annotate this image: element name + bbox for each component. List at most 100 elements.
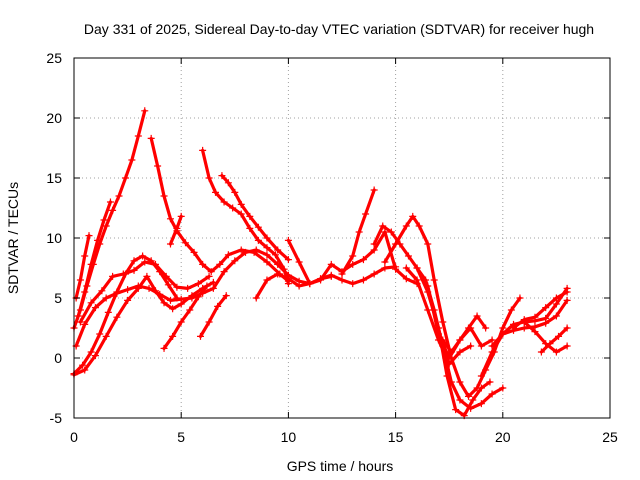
x-tick-label: 10 <box>281 429 297 445</box>
data-point <box>516 294 524 302</box>
series-trace-24 <box>488 296 571 350</box>
data-point <box>520 318 528 326</box>
data-point <box>439 318 447 326</box>
data-point <box>220 268 228 276</box>
data-point <box>79 361 87 369</box>
data-point <box>181 239 189 247</box>
data-point <box>445 360 453 368</box>
data-point <box>166 215 174 223</box>
data-point <box>87 260 95 268</box>
data-point <box>469 396 477 404</box>
data-point <box>96 330 104 338</box>
y-axis-label: SDTVAR / TECUs <box>5 182 21 294</box>
data-point <box>456 336 464 344</box>
data-point <box>209 284 217 292</box>
series-trace-10 <box>70 252 181 378</box>
data-point <box>349 280 357 288</box>
series-line <box>220 174 290 262</box>
tick-labels: 0 5 10 15 20 25 -5 0 5 10 15 20 25 <box>46 50 618 445</box>
data-point <box>555 332 563 340</box>
data-point <box>85 232 93 240</box>
data-point <box>349 252 357 260</box>
data-point <box>445 354 453 362</box>
data-point <box>205 318 213 326</box>
series-line <box>372 224 505 410</box>
data-point <box>128 156 136 164</box>
data-point <box>473 312 481 320</box>
data-point <box>246 224 254 232</box>
data-point <box>274 260 282 268</box>
data-point <box>76 276 84 284</box>
data-point <box>430 276 438 284</box>
data-point <box>207 268 215 276</box>
data-point <box>237 246 245 254</box>
series-trace-18 <box>381 212 524 400</box>
data-point <box>520 324 528 332</box>
data-point <box>231 257 239 265</box>
data-point <box>370 240 378 248</box>
data-point <box>306 280 314 288</box>
series-line <box>198 294 228 338</box>
data-point <box>160 299 168 307</box>
data-point <box>188 292 196 300</box>
data-point <box>81 288 89 296</box>
data-point <box>359 256 367 264</box>
data-point <box>488 342 496 350</box>
series-trace-11 <box>160 282 211 352</box>
data-point <box>147 134 155 142</box>
data-point <box>387 228 395 236</box>
data-point <box>542 304 550 312</box>
y-tick-label: 15 <box>46 170 62 186</box>
data-point <box>546 340 554 348</box>
series-trace-22 <box>439 312 490 356</box>
data-point <box>263 258 271 266</box>
series-trace-19 <box>413 264 494 420</box>
data-point <box>443 372 451 380</box>
data-point <box>349 260 357 268</box>
data-point <box>81 320 89 328</box>
data-point <box>81 366 89 374</box>
series-line <box>162 284 209 350</box>
series-trace-26 <box>520 318 571 356</box>
data-point <box>98 287 106 295</box>
data-point <box>100 216 108 224</box>
data-point <box>415 222 423 230</box>
data-point <box>224 179 232 187</box>
series-trace-20 <box>402 264 475 368</box>
series-line <box>149 136 290 283</box>
x-tick-label: 15 <box>388 429 404 445</box>
data-point <box>222 292 230 300</box>
data-point <box>488 336 496 344</box>
data-point <box>109 206 117 214</box>
data-point <box>173 294 181 302</box>
data-point <box>173 224 181 232</box>
data-point <box>121 270 129 278</box>
data-point <box>456 396 464 404</box>
x-tick-label: 5 <box>177 429 185 445</box>
data-point <box>355 228 363 236</box>
data-point <box>121 174 129 182</box>
series-line <box>74 234 91 300</box>
data-point <box>531 313 539 321</box>
data-point <box>141 107 149 115</box>
data-point <box>295 258 303 266</box>
data-point <box>190 248 198 256</box>
data-point <box>254 223 262 231</box>
data-point <box>212 188 220 196</box>
data-point <box>246 212 254 220</box>
chart-title: Day 331 of 2025, Sidereal Day-to-day VTE… <box>84 21 594 37</box>
data-point <box>252 294 260 302</box>
data-point <box>327 260 335 268</box>
data-point <box>263 244 271 252</box>
series-trace-12 <box>196 292 230 340</box>
data-point <box>499 330 507 338</box>
data-point <box>113 288 121 296</box>
data-point <box>113 313 121 321</box>
data-point <box>109 272 117 280</box>
data-point <box>404 252 412 260</box>
data-point <box>486 378 494 386</box>
data-point <box>252 246 260 254</box>
series-trace-25 <box>510 288 571 332</box>
x-tick-label: 25 <box>602 429 618 445</box>
